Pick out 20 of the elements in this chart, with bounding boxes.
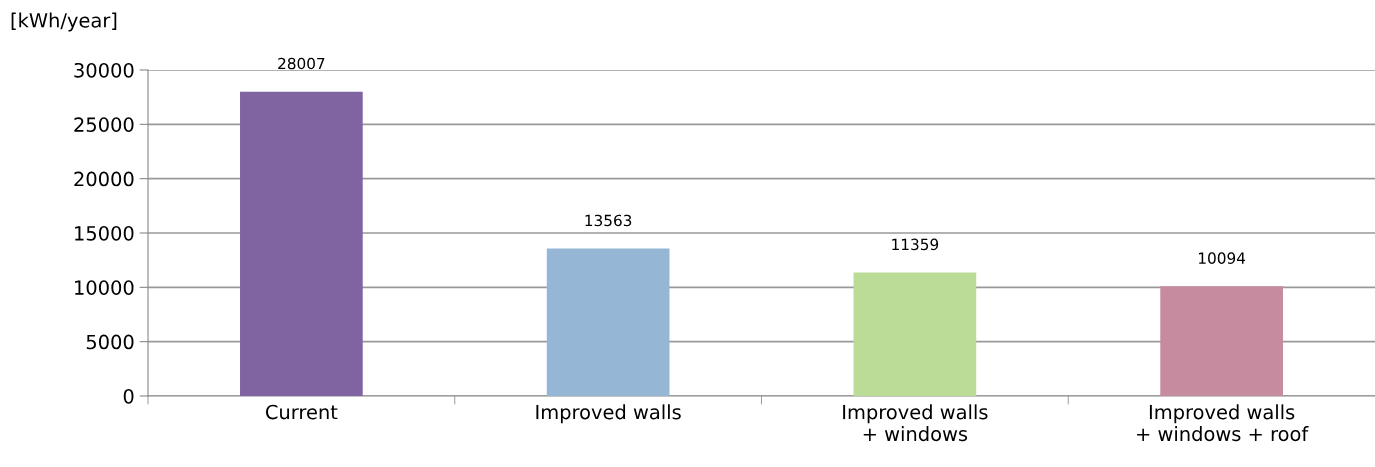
data-label: 10094 bbox=[1199, 252, 1246, 264]
y-axis-title: [kWh/year] bbox=[11, 12, 117, 32]
y-tick-label: 25000 bbox=[74, 117, 134, 132]
y-tick-label: 20000 bbox=[74, 171, 134, 187]
y-tick-label: 0 bbox=[123, 388, 134, 404]
y-tick-label: 10000 bbox=[75, 280, 134, 295]
y-tick-label: 15000 bbox=[75, 225, 134, 241]
data-label: 13563 bbox=[585, 214, 632, 227]
bar bbox=[853, 272, 977, 396]
x-tick-label: Improved walls + windows bbox=[843, 404, 988, 442]
x-tick-label: Improved walls bbox=[536, 404, 681, 424]
x-tick-label: Current bbox=[265, 404, 338, 420]
bar bbox=[1160, 286, 1283, 396]
bar bbox=[240, 91, 363, 396]
y-tick-label: 5000 bbox=[86, 334, 134, 350]
y-tick-label: 30000 bbox=[74, 62, 134, 78]
data-label: 11359 bbox=[892, 238, 939, 251]
data-label: 28007 bbox=[278, 57, 325, 70]
bar bbox=[546, 248, 670, 396]
x-tick-label: Improved walls + windows + roof bbox=[1137, 404, 1309, 442]
